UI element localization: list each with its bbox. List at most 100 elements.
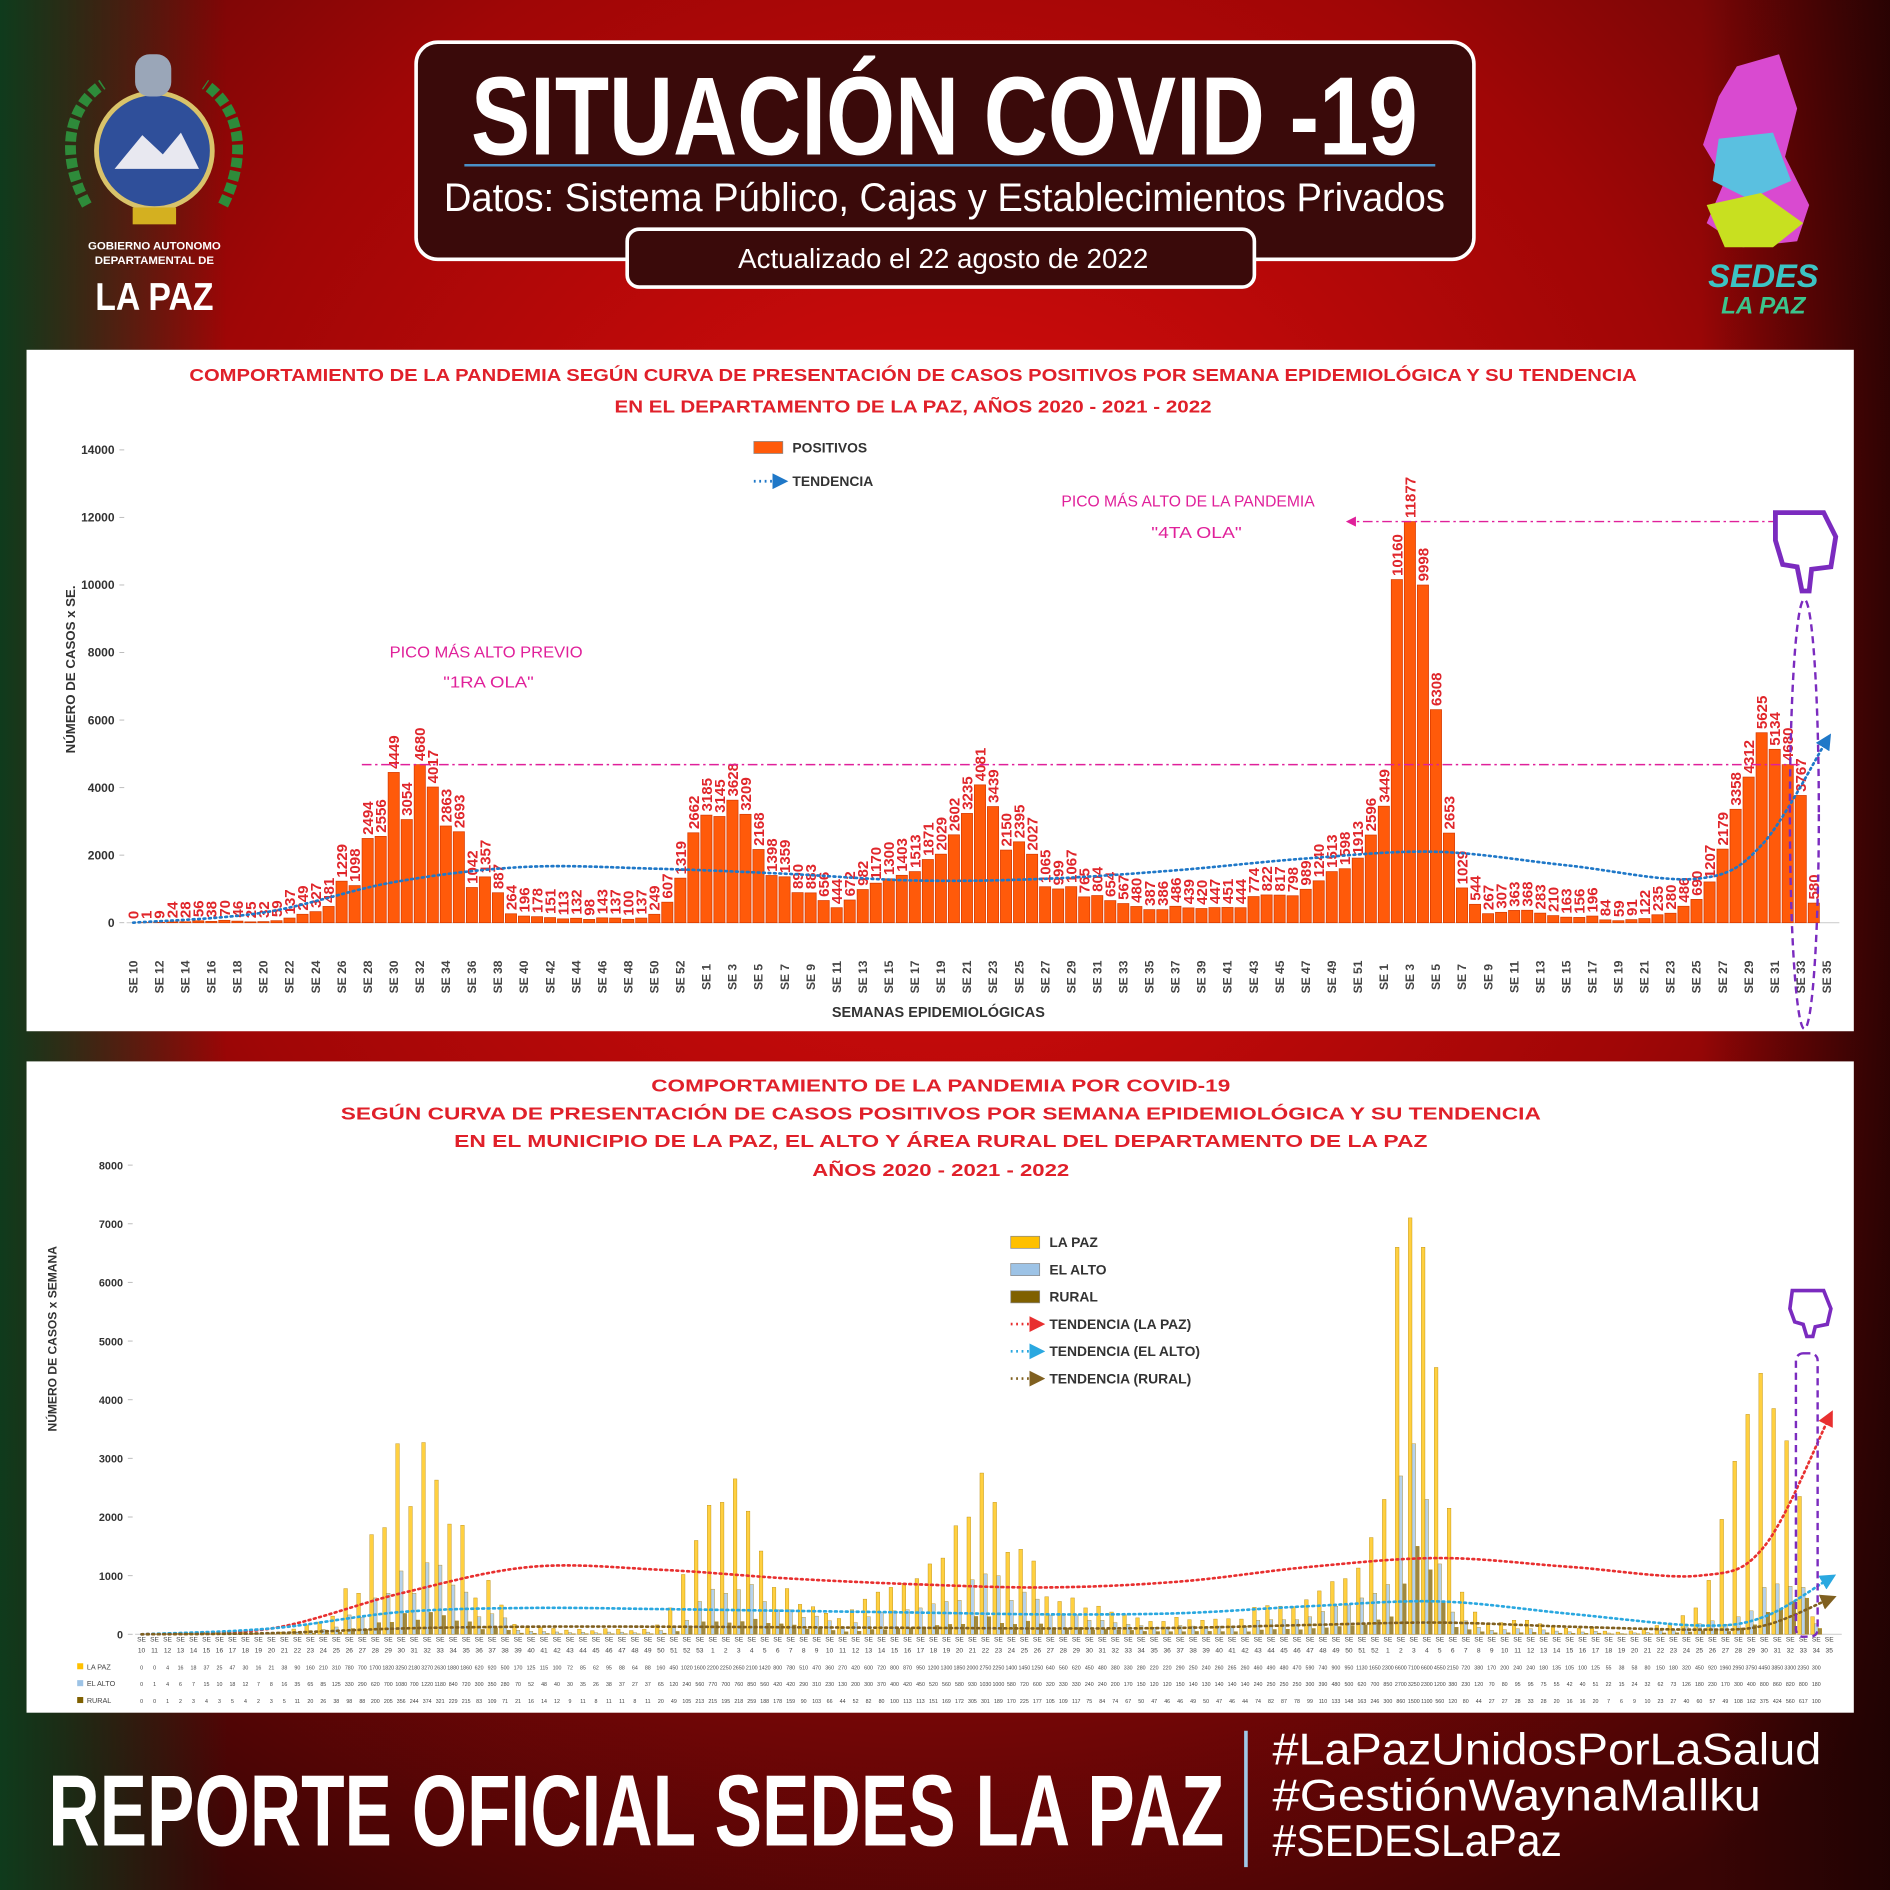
x-tick-label: SE 14 [178,960,192,993]
table-cell: 115 [540,1665,548,1671]
bar [1065,886,1078,924]
x-tick-label: SE 22 [283,960,297,993]
x-tick-label: SE 23 [986,960,1000,993]
bar [668,1607,673,1635]
x-tick-prefix: SE [1189,1637,1198,1644]
table-cell: 38 [1619,1665,1625,1671]
bar [584,1633,589,1635]
value-label: 163 [1559,888,1576,913]
table-cell: 1250 [1031,1665,1043,1671]
value-label: 2168 [751,812,768,846]
x-tick-label: 50 [657,1647,665,1654]
legend-swatch [1010,1290,1041,1304]
bar [583,919,596,924]
x-tick-label: SE 10 [126,960,140,993]
table-cell: 360 [825,1665,834,1671]
bar [1638,918,1651,924]
value-label: 2179 [1715,812,1732,846]
x-tick-label: SE 19 [934,960,948,993]
highlight [1788,598,1821,1031]
bar [788,1609,793,1635]
table-cell: 390 [1319,1682,1328,1688]
bar [1447,1508,1452,1635]
bar [746,1510,751,1635]
x-tick-label: SE 3 [1403,964,1417,990]
bar [805,1628,810,1635]
value-label: 11877 [1402,477,1419,518]
x-tick-label: 5 [763,1647,767,1654]
table-cell: 135 [1552,1665,1561,1671]
bar [1584,1633,1589,1635]
table-cell: 126 [1682,1682,1691,1688]
table-cell: 290 [1176,1665,1185,1671]
bar [694,1540,699,1635]
table-cell: 250 [1280,1682,1289,1688]
value-label: 1398 [764,838,781,872]
bar [1794,795,1807,924]
value-label: 196 [516,887,533,912]
table-cell: 11 [580,1699,586,1705]
table-cell: 260 [1241,1665,1250,1671]
x-tick-prefix: SE [514,1637,523,1644]
table-cell: 720 [877,1665,886,1671]
x-tick-label: 13 [1540,1647,1548,1654]
value-label: 3235 [959,776,976,810]
table-cell: 259 [747,1699,756,1705]
bar [1563,1627,1568,1635]
bar [412,1593,417,1635]
table-cell: 2950 [1732,1665,1744,1671]
table-cell: 300 [1812,1665,1821,1671]
value-label: 451 [1220,879,1237,904]
value-label: 1098 [347,848,364,882]
bar [622,918,635,924]
table-cell: 10 [1645,1699,1651,1705]
value-label: 70 [217,900,234,917]
x-tick-prefix: SE [1656,1637,1665,1644]
x-tick-prefix: SE [540,1637,549,1644]
x-tick-label: SE 45 [1273,960,1287,993]
bar [1664,912,1677,924]
chart-weekly-department: COMPORTAMIENTO DE LA PANDEMIA SEGÚN CURV… [63,364,1840,1021]
hashtag: #GestiónWaynaMallku [1272,1771,1760,1820]
bar [1233,1631,1238,1635]
table-cell: 1030 [980,1682,992,1688]
table-cell: 290 [799,1682,808,1688]
bar [1502,1629,1507,1635]
table-cell: 1700 [369,1665,381,1671]
bar [1703,881,1716,924]
x-tick-label: SE 40 [517,960,531,993]
x-tick-prefix: SE [1786,1637,1795,1644]
x-tick-prefix: SE [656,1637,665,1644]
x-tick-label: 27 [359,1647,367,1654]
highlight [1794,1352,1819,1638]
x-tick-label: SE 9 [1481,964,1495,990]
table-cell: 37 [645,1682,651,1688]
table-cell: 35 [294,1682,300,1688]
x-tick-prefix: SE [475,1637,484,1644]
bar [908,871,921,924]
table-cell: 18 [229,1682,235,1688]
government-logo [65,54,244,225]
bar [1294,1619,1299,1635]
bar [1547,915,1560,924]
x-tick-label: 15 [1566,1647,1574,1654]
table-cell: 218 [734,1699,743,1705]
x-tick-prefix: SE [1098,1637,1107,1644]
table-cell: 220 [1150,1665,1159,1671]
table-cell: 87 [1281,1699,1287,1705]
x-tick-label: 39 [1202,1647,1210,1654]
x-tick-prefix: SE [605,1637,614,1644]
value-label: 196 [1585,887,1602,912]
x-tick-prefix: SE [345,1637,354,1644]
bar [1662,1632,1667,1635]
x-tick-label: 23 [995,1647,1003,1654]
bar [658,1630,663,1635]
table-cell: 7 [257,1682,260,1688]
table-cell: 1200 [1434,1682,1446,1688]
value-label: 2602 [946,798,963,832]
x-tick-label: 40 [1215,1647,1223,1654]
x-tick-prefix: SE [319,1637,328,1644]
value-label: 280 [1663,884,1680,909]
bar [870,1629,875,1635]
value-label: 1357 [477,840,494,874]
